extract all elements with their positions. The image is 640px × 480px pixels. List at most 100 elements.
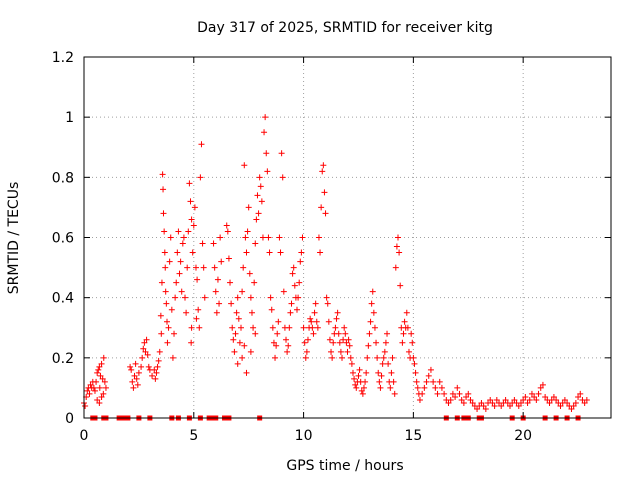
data-point: [399, 339, 406, 346]
data-point: [511, 396, 518, 403]
plot-frame: [83, 56, 612, 419]
data-point: [152, 375, 159, 382]
data-point: [214, 276, 221, 283]
data-point: [297, 258, 304, 265]
data-point: [491, 402, 498, 409]
data-point: [240, 264, 247, 271]
data-point: [388, 369, 395, 376]
data-point: [250, 324, 257, 331]
data-point: [362, 378, 369, 385]
data-point: [255, 210, 262, 217]
data-point: [430, 378, 437, 385]
data-point: [217, 234, 224, 241]
data-point: [458, 396, 465, 403]
data-point: [158, 330, 165, 337]
data-point: [166, 258, 173, 265]
data-point: [179, 240, 186, 247]
data-point: [160, 186, 167, 193]
y-tick-label: 0.6: [52, 231, 74, 247]
data-point: [210, 240, 217, 247]
data-point: [537, 384, 544, 391]
data-point: [273, 342, 280, 349]
y-tick-label: 1.2: [52, 50, 74, 66]
data-point: [324, 300, 331, 307]
data-point: [266, 249, 273, 256]
data-point: [463, 393, 470, 400]
data-point: [230, 336, 237, 343]
data-point: [154, 363, 161, 370]
data-point: [99, 375, 106, 382]
data-point: [248, 309, 255, 316]
data-point: [572, 399, 579, 406]
data-point: [550, 393, 557, 400]
data-point: [436, 378, 443, 385]
data-point: [241, 342, 248, 349]
data-point: [135, 369, 142, 376]
data-point: [583, 396, 590, 403]
data-point: [196, 324, 203, 331]
data-point: [302, 354, 309, 361]
data-point: [242, 234, 249, 241]
x-tick-label: 10: [295, 428, 313, 444]
data-point: [241, 162, 248, 169]
data-point: [375, 369, 382, 376]
data-point: [159, 171, 166, 178]
data-point: [412, 369, 419, 376]
data-point: [342, 330, 349, 337]
data-point: [334, 309, 341, 316]
data-point: [183, 309, 190, 316]
data-point: [489, 399, 496, 406]
data-point: [287, 309, 294, 316]
data-point: [345, 336, 352, 343]
data-point: [244, 228, 251, 235]
data-point: [247, 294, 254, 301]
data-point: [258, 198, 265, 205]
data-point: [371, 324, 378, 331]
data-point: [86, 390, 93, 397]
data-point: [144, 351, 151, 358]
data-point: [522, 393, 529, 400]
y-tick-label: 0.4: [52, 291, 74, 307]
data-point: [275, 318, 282, 325]
data-point: [201, 294, 208, 301]
data-point: [314, 324, 321, 331]
data-point: [94, 396, 101, 403]
data-point: [91, 387, 98, 394]
data-point: [438, 384, 445, 391]
data-point: [321, 189, 328, 196]
data-point: [238, 324, 245, 331]
data-point: [378, 372, 385, 379]
data-point: [517, 399, 524, 406]
data-point: [284, 348, 291, 355]
data-point: [557, 402, 564, 409]
data-point: [330, 339, 337, 346]
x-tick-label: 20: [514, 428, 532, 444]
data-point: [445, 399, 452, 406]
data-point: [515, 402, 522, 409]
data-point: [132, 360, 139, 367]
data-point: [364, 354, 371, 361]
data-point: [506, 402, 513, 409]
data-point: [325, 318, 332, 325]
data-point: [369, 288, 376, 295]
data-point: [277, 249, 284, 256]
data-point: [262, 114, 269, 121]
data-point: [138, 363, 145, 370]
data-point: [272, 354, 279, 361]
data-point: [365, 342, 372, 349]
data-point: [356, 366, 363, 373]
data-point: [341, 324, 348, 331]
data-point: [368, 300, 375, 307]
data-point: [243, 369, 250, 376]
data-point: [377, 384, 384, 391]
data-point: [139, 354, 146, 361]
data-point: [447, 396, 454, 403]
data-point: [247, 348, 254, 355]
data-point: [289, 270, 296, 277]
data-point: [160, 210, 167, 217]
data-point: [252, 240, 259, 247]
data-point: [158, 279, 165, 286]
data-point: [528, 390, 535, 397]
data-point: [564, 399, 571, 406]
data-point: [199, 240, 206, 247]
